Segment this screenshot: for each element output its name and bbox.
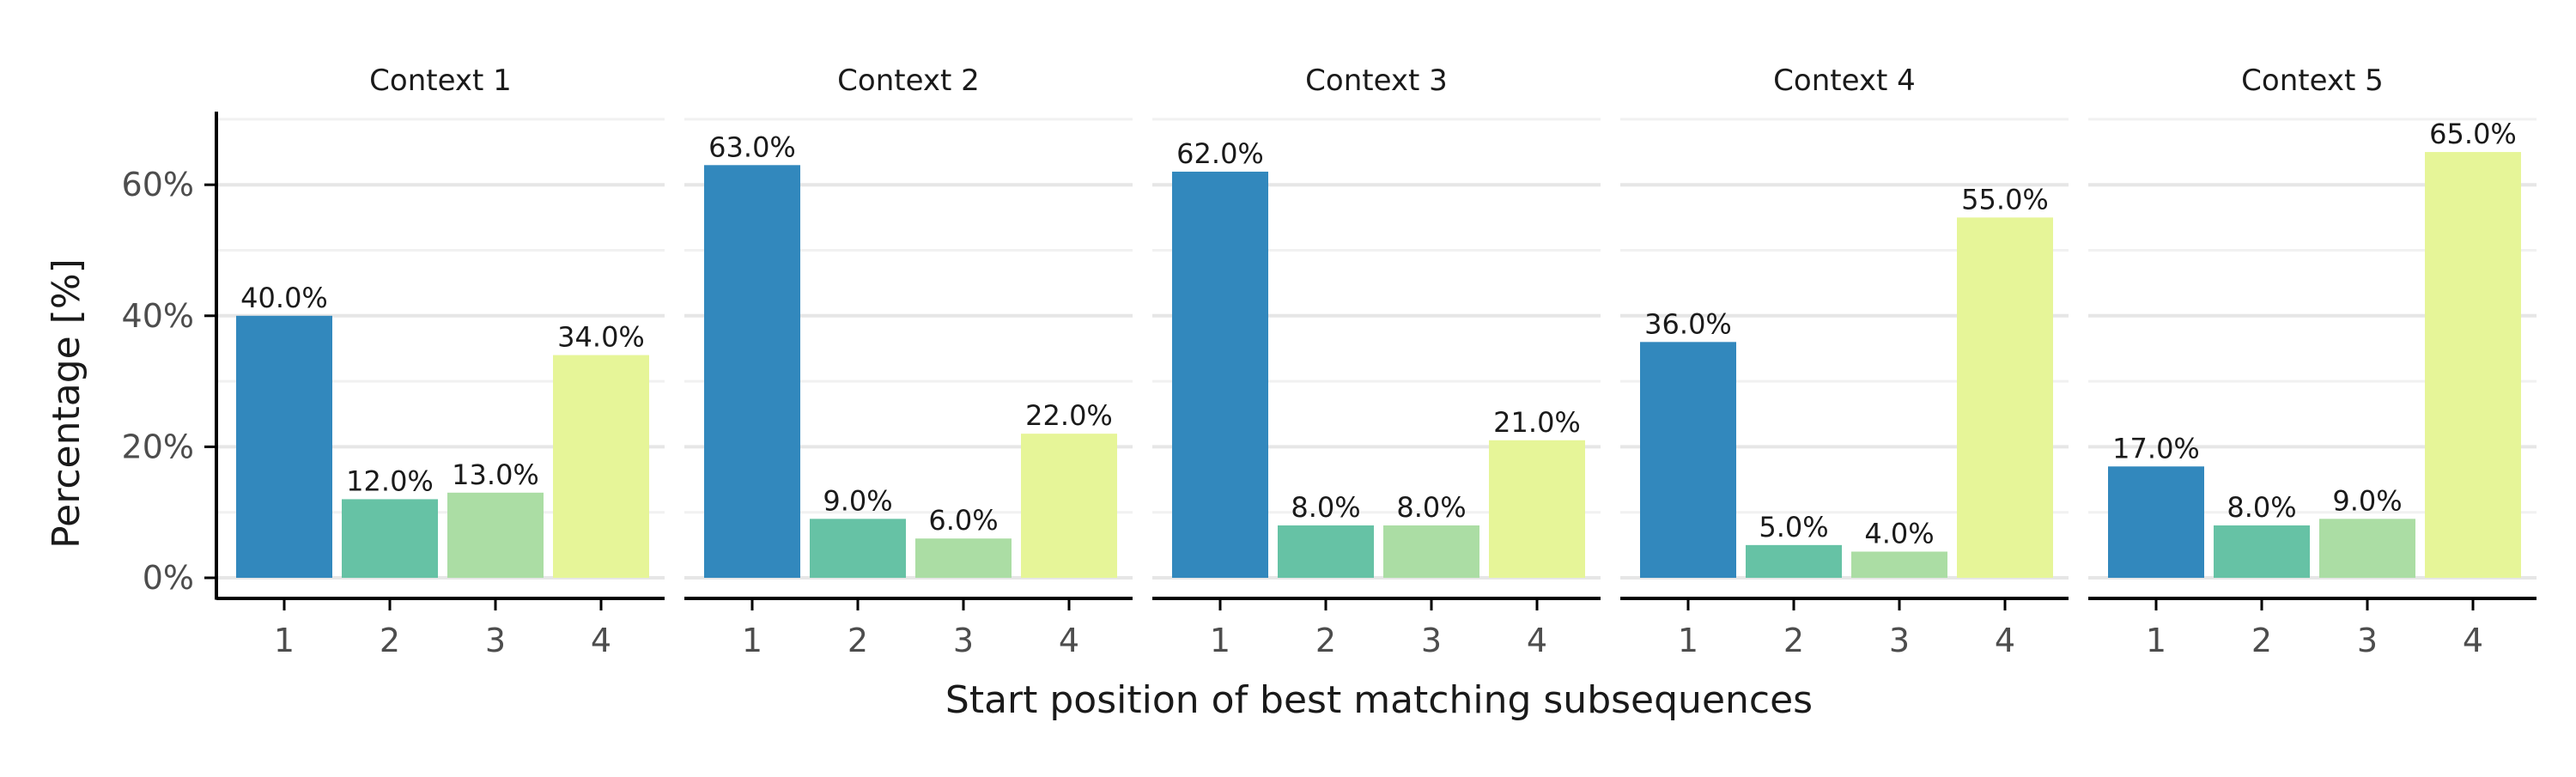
- bar: [1957, 217, 2053, 578]
- bar: [1489, 440, 1585, 578]
- bar: [1746, 544, 1842, 578]
- x-tick-label: 3: [953, 622, 974, 659]
- x-tick-label: 4: [1059, 622, 1079, 659]
- bar-value-label: 5.0%: [1759, 511, 1828, 543]
- bar-value-label: 13.0%: [452, 458, 539, 491]
- bar: [1640, 342, 1736, 578]
- y-tick-label: 40%: [122, 297, 194, 335]
- panel-title: Context 4: [1773, 64, 1916, 98]
- x-tick-label: 4: [591, 622, 611, 659]
- bar: [553, 355, 649, 578]
- bar: [1278, 525, 1374, 578]
- x-tick-label: 2: [1783, 622, 1804, 659]
- bar-value-label: 36.0%: [1644, 307, 1732, 340]
- y-tick-label: 0%: [143, 559, 194, 597]
- bar-value-label: 6.0%: [928, 504, 998, 537]
- bar-value-label: 22.0%: [1025, 399, 1113, 432]
- x-tick-label: 4: [1995, 622, 2015, 659]
- bar: [1383, 525, 1479, 578]
- y-tick-label: 60%: [122, 166, 194, 203]
- bars-layer: [236, 152, 2521, 579]
- bar-value-label: 34.0%: [557, 321, 645, 354]
- bar: [1851, 551, 1947, 578]
- bar: [447, 492, 544, 578]
- bar: [810, 519, 906, 578]
- bar-value-label: 62.0%: [1176, 137, 1264, 170]
- bar: [2425, 152, 2521, 579]
- x-tick-label: 2: [2251, 622, 2272, 659]
- bar-value-label: 9.0%: [2332, 484, 2402, 517]
- bar-value-label: 17.0%: [2112, 432, 2200, 464]
- x-tick-label: 3: [2357, 622, 2378, 659]
- x-tick-label: 3: [1421, 622, 1442, 659]
- bar: [1021, 434, 1117, 578]
- bar-value-label: 55.0%: [1961, 183, 2049, 215]
- bar-value-label: 40.0%: [240, 282, 328, 314]
- x-tick-label: 2: [1315, 622, 1336, 659]
- panel-title: Context 5: [2241, 64, 2384, 98]
- bar: [2108, 466, 2204, 578]
- x-tick-label: 2: [848, 622, 868, 659]
- bar-value-label: 12.0%: [346, 464, 434, 497]
- panel-title: Context 3: [1305, 64, 1448, 98]
- bar-value-label: 8.0%: [2227, 491, 2296, 524]
- x-tick-label: 2: [380, 622, 400, 659]
- bar: [704, 165, 800, 578]
- x-tick-label: 4: [2463, 622, 2483, 659]
- bar: [915, 538, 1012, 578]
- y-tick-label: 20%: [122, 428, 194, 465]
- x-tick-label: 1: [1678, 622, 1698, 659]
- bar-value-label: 4.0%: [1864, 517, 1934, 549]
- axes-layer: [204, 112, 2537, 610]
- text-layer: 0%20%40%60%Context 140.0%112.0%213.0%334…: [122, 64, 2517, 659]
- bar-value-label: 63.0%: [708, 131, 796, 163]
- x-tick-label: 1: [274, 622, 295, 659]
- x-tick-label: 1: [1210, 622, 1230, 659]
- panel-title: Context 2: [837, 64, 980, 98]
- bar-value-label: 65.0%: [2429, 118, 2517, 150]
- y-axis-title: Percentage [%]: [45, 258, 88, 549]
- x-tick-label: 3: [1889, 622, 1910, 659]
- x-tick-label: 3: [485, 622, 506, 659]
- panel-title: Context 1: [369, 64, 512, 98]
- x-tick-label: 1: [2146, 622, 2166, 659]
- x-tick-label: 4: [1527, 622, 1547, 659]
- bar-value-label: 8.0%: [1291, 491, 1360, 524]
- bar: [236, 315, 332, 578]
- bar: [2319, 519, 2415, 578]
- bar-value-label: 9.0%: [823, 484, 892, 517]
- bar: [1172, 171, 1268, 578]
- bar: [342, 499, 438, 578]
- bar-value-label: 8.0%: [1396, 491, 1466, 524]
- x-axis-title: Start position of best matching subseque…: [945, 678, 1813, 722]
- bar-value-label: 21.0%: [1493, 406, 1581, 439]
- x-tick-label: 1: [742, 622, 762, 659]
- bar: [2214, 525, 2310, 578]
